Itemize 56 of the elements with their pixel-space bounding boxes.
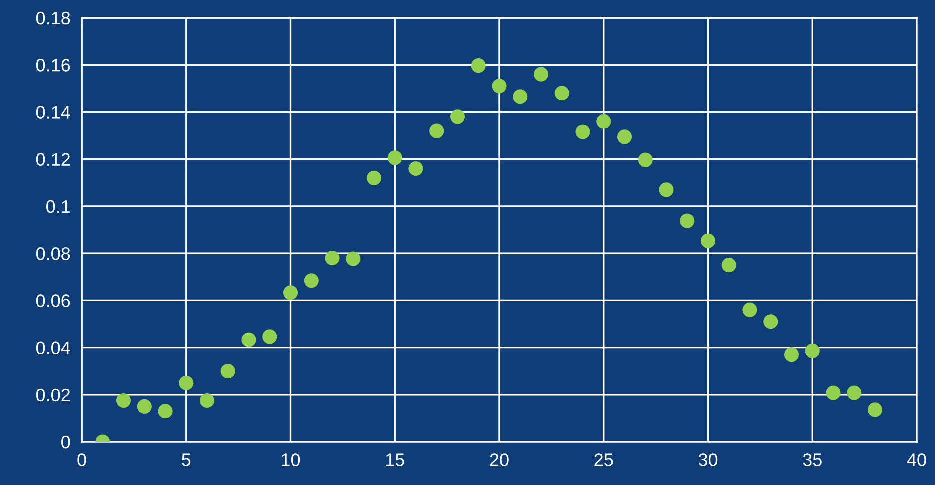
point <box>137 399 152 414</box>
x-tick-label: 40 <box>907 454 926 466</box>
point <box>764 314 778 330</box>
point <box>325 250 340 266</box>
y-tick-label: 0.14 <box>36 106 70 119</box>
y-tick-label: 0.16 <box>36 59 70 72</box>
y-tick-label: 0.06 <box>36 294 70 308</box>
x-tick-label: 25 <box>594 454 614 466</box>
point <box>262 330 278 344</box>
x-tick-label: 30 <box>698 454 718 466</box>
y-tick-label: 0.1 <box>46 200 70 214</box>
x-tick-label: 0 <box>78 454 86 466</box>
point <box>179 376 194 390</box>
point <box>742 302 758 318</box>
point <box>554 86 570 101</box>
point <box>158 404 173 419</box>
x-tick-label: 5 <box>182 454 191 466</box>
y-tick-label: 0.08 <box>36 247 70 260</box>
point <box>576 124 590 140</box>
point <box>513 90 528 104</box>
point <box>116 393 132 408</box>
point <box>471 58 486 74</box>
x-tick-label: 10 <box>282 454 300 466</box>
point <box>596 114 612 129</box>
point <box>408 161 424 176</box>
point <box>200 393 215 408</box>
point <box>366 170 382 186</box>
point <box>784 348 800 362</box>
point <box>220 364 236 379</box>
point <box>659 182 674 198</box>
x-tick-label: 15 <box>386 454 404 466</box>
y-tick-label: 0.12 <box>36 153 70 166</box>
point <box>805 344 820 358</box>
x-tick-label: 35 <box>803 454 822 466</box>
point <box>242 332 256 348</box>
point <box>680 214 695 228</box>
point <box>847 386 862 400</box>
point <box>617 130 632 144</box>
y-tick-label: 0.02 <box>36 388 70 402</box>
point <box>826 386 841 400</box>
point <box>638 152 653 168</box>
point <box>450 110 466 124</box>
point <box>868 402 883 418</box>
point <box>492 79 507 94</box>
y-tick-label: 0 <box>62 436 70 449</box>
point <box>388 150 402 166</box>
point <box>430 124 444 138</box>
point <box>722 258 736 273</box>
point <box>304 274 319 288</box>
point <box>283 286 298 300</box>
x-tick-label: 20 <box>490 454 509 466</box>
y-tick-label: 0.18 <box>36 12 70 25</box>
y-tick-label: 0.04 <box>36 342 70 354</box>
point <box>534 67 549 82</box>
point <box>346 252 361 266</box>
point <box>700 234 716 248</box>
